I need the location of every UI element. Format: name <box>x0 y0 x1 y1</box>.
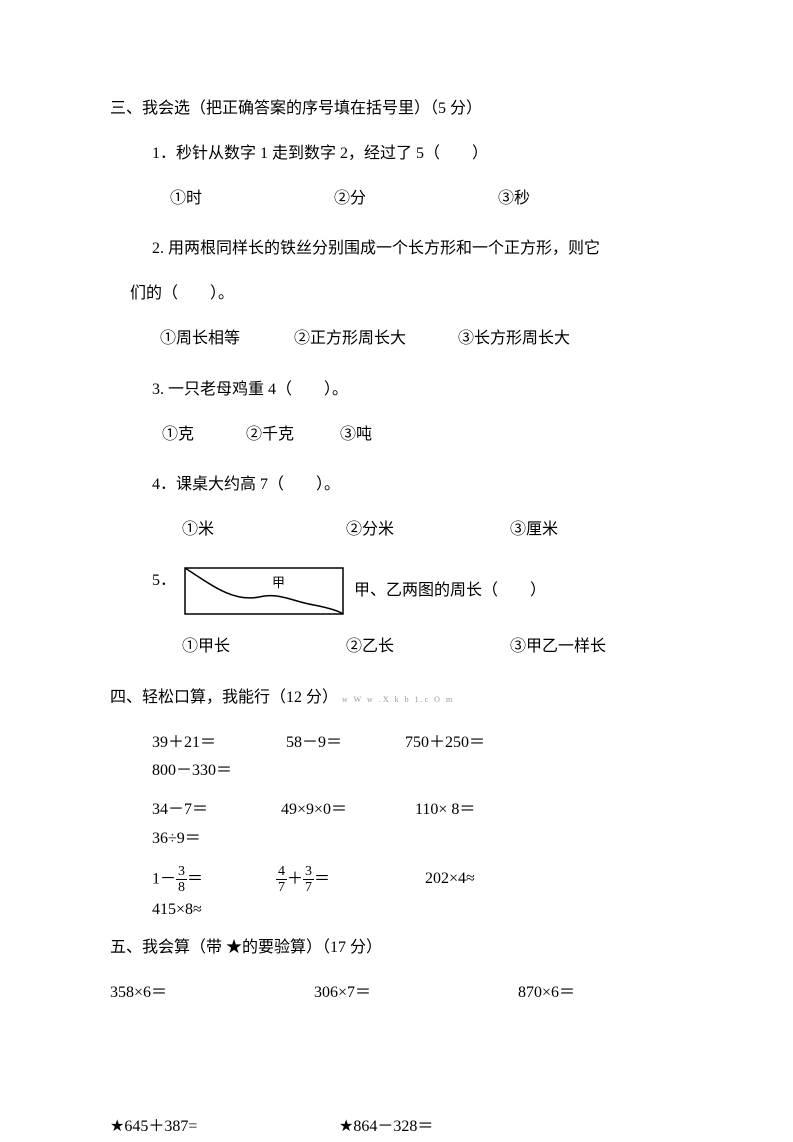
opt-3-3-3: ③吨 <box>340 421 400 450</box>
frac2b-num: 3 <box>303 864 314 880</box>
opt-3-2-1: ①周长相等 <box>160 325 290 354</box>
q3-2-text2: 们的（ ）。 <box>130 280 683 309</box>
q3-2-text: 2. 用两根同样长的铁丝分别围成一个长方形和一个正方形，则它 <box>152 235 683 264</box>
opt-3-4-1: ①米 <box>182 516 342 545</box>
calc-3-4: 415×8≈ <box>152 896 252 925</box>
sec5-row-2: ★645＋387= ★864－328＝ <box>110 1113 683 1142</box>
section5-title: 五、我会算（带 ★的要验算）（17 分） <box>110 934 683 963</box>
sec5-row-1: 358×6＝ 306×7＝ 870×6＝ <box>110 979 683 1008</box>
calc5-1-3: 870×6＝ <box>518 979 638 1008</box>
section4-title-text: 四、轻松口算，我能行（12 分） <box>110 689 338 706</box>
calc-2-3: 110× 8＝ <box>415 796 580 825</box>
frac2a-num: 4 <box>276 864 287 880</box>
calc5-1-2: 306×7＝ <box>314 979 514 1008</box>
q3-5-num: 5． <box>152 567 176 596</box>
opt-3-2-2: ②正方形周长大 <box>294 325 454 354</box>
calc-3-3: 202×4≈ <box>425 865 580 894</box>
q3-1-options: ①时 ②分 ③秒 <box>170 185 683 214</box>
calc-1-4: 800－330＝ <box>152 757 272 786</box>
calc-2-2: 49×9×0＝ <box>281 796 411 825</box>
q3-4-options: ①米 ②分米 ③厘米 <box>182 516 683 545</box>
opt-3-1-2: ②分 <box>334 185 494 214</box>
q3-5-container: 5． 甲 甲、乙两图的周长（ ） <box>152 567 683 615</box>
calc-1-3: 750＋250＝ <box>405 729 575 758</box>
frac1-prefix: 1－ <box>152 870 176 887</box>
calc-row-2: 34－7＝ 49×9×0＝ 110× 8＝ 36÷9＝ <box>152 796 683 854</box>
q3-3-text: 3. 一只老母鸡重 4（ ）。 <box>152 376 683 405</box>
perimeter-diagram-icon: 甲 <box>184 567 344 615</box>
diagram-label-jia: 甲 <box>272 575 285 590</box>
opt-3-5-3: ③甲乙一样长 <box>510 633 630 662</box>
vertical-gap <box>110 1018 683 1113</box>
frac1-suffix: ＝ <box>187 870 203 887</box>
opt-3-1-3: ③秒 <box>498 185 578 214</box>
q3-3-options: ①克 ②千克 ③吨 <box>162 421 683 450</box>
frac2-suffix: ＝ <box>314 870 330 887</box>
opt-3-1-1: ①时 <box>170 185 330 214</box>
q3-1-text: 1．秒针从数字 1 走到数字 2，经过了 5（ ） <box>152 140 683 169</box>
frac1-den: 8 <box>176 880 187 895</box>
q3-4-text: 4．课桌大约高 7（ ）。 <box>152 471 683 500</box>
calc-3-1: 1－38＝ <box>152 864 272 896</box>
q3-2-options: ①周长相等 ②正方形周长大 ③长方形周长大 <box>160 325 683 354</box>
opt-3-4-3: ③厘米 <box>510 516 590 545</box>
opt-3-5-1: ①甲长 <box>182 633 342 662</box>
calc-row-3: 1－38＝ 47＋37＝ 202×4≈ 415×8≈ <box>152 864 683 925</box>
frac2a-den: 7 <box>276 880 287 895</box>
section4-title: 四、轻松口算，我能行（12 分） w W w .X k b 1.c O m <box>110 684 683 713</box>
calc-1-2: 58－9＝ <box>286 729 401 758</box>
watermark-text: w W w .X k b 1.c O m <box>342 695 454 704</box>
calc-1-1: 39＋21＝ <box>152 729 282 758</box>
calc5-2-2: ★864－328＝ <box>339 1113 489 1142</box>
opt-3-2-3: ③长方形周长大 <box>458 325 608 354</box>
fraction-2b: 37 <box>303 864 314 896</box>
calc-row-1: 39＋21＝ 58－9＝ 750＋250＝ 800－330＝ <box>152 729 683 787</box>
q3-5-options: ①甲长 ②乙长 ③甲乙一样长 <box>182 633 683 662</box>
frac1-num: 3 <box>176 864 187 880</box>
opt-3-4-2: ②分米 <box>346 516 506 545</box>
fraction-1: 38 <box>176 864 187 896</box>
section3-title: 三、我会选（把正确答案的序号填在括号里）（5 分） <box>110 95 683 124</box>
frac2b-den: 7 <box>303 880 314 895</box>
calc5-2-1: ★645＋387= <box>110 1113 335 1142</box>
opt-3-5-2: ②乙长 <box>346 633 506 662</box>
frac2-op: ＋ <box>287 870 303 887</box>
fraction-2a: 47 <box>276 864 287 896</box>
calc-2-4: 36÷9＝ <box>152 825 252 854</box>
calc-2-1: 34－7＝ <box>152 796 277 825</box>
calc5-1-1: 358×6＝ <box>110 979 310 1008</box>
q3-5-text: 甲、乙两图的周长（ ） <box>354 577 546 606</box>
calc-3-2: 47＋37＝ <box>276 864 421 896</box>
opt-3-3-1: ①克 <box>162 421 242 450</box>
opt-3-3-2: ②千克 <box>246 421 336 450</box>
